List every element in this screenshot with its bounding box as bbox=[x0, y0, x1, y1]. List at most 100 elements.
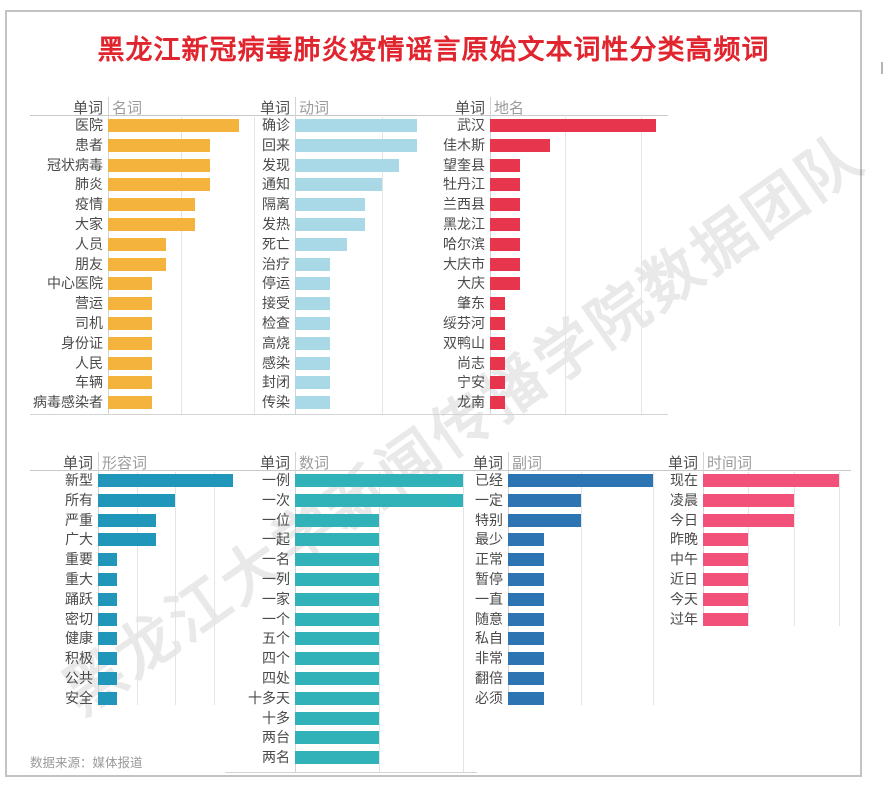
bar-verbs[interactable] bbox=[295, 297, 330, 311]
bar-numerals[interactable] bbox=[295, 493, 463, 507]
bar-nouns[interactable] bbox=[108, 257, 167, 271]
chart-row: 一定 bbox=[442, 492, 666, 507]
bar-adjectives[interactable] bbox=[98, 493, 176, 507]
bar-numerals[interactable] bbox=[295, 691, 379, 705]
bar-adjectives[interactable] bbox=[98, 691, 118, 705]
bar-numerals[interactable] bbox=[295, 553, 379, 567]
bar-time_words[interactable] bbox=[703, 493, 794, 507]
bar-verbs[interactable] bbox=[295, 356, 330, 370]
bar-numerals[interactable] bbox=[295, 711, 379, 725]
bar-places[interactable] bbox=[490, 158, 521, 172]
bar-numerals[interactable] bbox=[295, 632, 379, 646]
bar-numerals[interactable] bbox=[295, 652, 379, 666]
bar-adjectives[interactable] bbox=[98, 671, 118, 685]
bar-adverbs[interactable] bbox=[508, 553, 545, 567]
bar-places[interactable] bbox=[490, 178, 521, 192]
bar-places[interactable] bbox=[490, 198, 521, 212]
bar-numerals[interactable] bbox=[295, 474, 463, 487]
bar-places[interactable] bbox=[490, 396, 506, 410]
chart-row: 隔离 bbox=[229, 197, 437, 212]
bar-numerals[interactable] bbox=[295, 533, 379, 547]
bar-places[interactable] bbox=[490, 237, 521, 251]
bar-numerals[interactable] bbox=[295, 751, 379, 765]
bar-time_words[interactable] bbox=[703, 592, 749, 606]
bar-places[interactable] bbox=[490, 217, 521, 231]
bar-nouns[interactable] bbox=[108, 178, 210, 192]
bar-places[interactable] bbox=[490, 336, 506, 350]
bar-time_words[interactable] bbox=[703, 572, 749, 586]
bar-time_words[interactable] bbox=[703, 553, 749, 567]
chart-row: 五个 bbox=[225, 631, 477, 646]
bar-verbs[interactable] bbox=[295, 217, 365, 231]
bar-verbs[interactable] bbox=[295, 376, 330, 390]
bar-adjectives[interactable] bbox=[98, 652, 118, 666]
bar-adjectives[interactable] bbox=[98, 533, 157, 547]
bar-nouns[interactable] bbox=[108, 316, 152, 330]
bar-nouns[interactable] bbox=[108, 217, 196, 231]
bar-verbs[interactable] bbox=[295, 158, 400, 172]
bar-places[interactable] bbox=[490, 316, 506, 330]
bar-adverbs[interactable] bbox=[508, 691, 545, 705]
bar-places[interactable] bbox=[490, 277, 521, 291]
bar-time_words[interactable] bbox=[703, 513, 794, 527]
bar-adjectives[interactable] bbox=[98, 513, 157, 527]
bar-nouns[interactable] bbox=[108, 376, 152, 390]
bar-adverbs[interactable] bbox=[508, 513, 581, 527]
bar-nouns[interactable] bbox=[108, 237, 167, 251]
bar-adverbs[interactable] bbox=[508, 671, 545, 685]
bar-time_words[interactable] bbox=[703, 612, 749, 626]
bar-adjectives[interactable] bbox=[98, 474, 234, 487]
bar-verbs[interactable] bbox=[295, 396, 330, 410]
bar-adjectives[interactable] bbox=[98, 553, 118, 567]
bar-nouns[interactable] bbox=[108, 297, 152, 311]
bar-nouns[interactable] bbox=[108, 356, 152, 370]
bar-adverbs[interactable] bbox=[508, 592, 545, 606]
bar-adverbs[interactable] bbox=[508, 632, 545, 646]
bar-numerals[interactable] bbox=[295, 612, 379, 626]
bar-nouns[interactable] bbox=[108, 336, 152, 350]
bar-verbs[interactable] bbox=[295, 277, 330, 291]
bar-verbs[interactable] bbox=[295, 178, 382, 192]
bar-adverbs[interactable] bbox=[508, 474, 653, 487]
bar-places[interactable] bbox=[490, 138, 551, 152]
column-header-word: 单词 bbox=[72, 100, 103, 117]
bar-verbs[interactable] bbox=[295, 336, 330, 350]
chart-numerals: 单词 数词 一例 一次 一位 一起 一名 一列 一家 一个 五个 四个 四处 十多天 十多 两台 两名 bbox=[225, 452, 477, 776]
bar-verbs[interactable] bbox=[295, 138, 417, 152]
bar-adjectives[interactable] bbox=[98, 592, 118, 606]
bar-numerals[interactable] bbox=[295, 731, 379, 745]
bar-time_words[interactable] bbox=[703, 533, 749, 547]
bar-verbs[interactable] bbox=[295, 119, 417, 132]
bar-nouns[interactable] bbox=[108, 138, 210, 152]
bar-nouns[interactable] bbox=[108, 158, 210, 172]
bar-verbs[interactable] bbox=[295, 257, 330, 271]
bar-verbs[interactable] bbox=[295, 237, 348, 251]
chart-row: 绥芬河 bbox=[420, 315, 668, 330]
bar-numerals[interactable] bbox=[295, 572, 379, 586]
bar-nouns[interactable] bbox=[108, 277, 152, 291]
bar-places[interactable] bbox=[490, 119, 656, 132]
bar-verbs[interactable] bbox=[295, 316, 330, 330]
bar-places[interactable] bbox=[490, 297, 506, 311]
chart-row: 身份证 bbox=[30, 335, 260, 350]
bar-places[interactable] bbox=[490, 376, 506, 390]
bar-verbs[interactable] bbox=[295, 198, 365, 212]
bar-numerals[interactable] bbox=[295, 513, 379, 527]
bar-places[interactable] bbox=[490, 356, 506, 370]
bar-time_words[interactable] bbox=[703, 474, 839, 487]
bar-numerals[interactable] bbox=[295, 671, 379, 685]
bar-adverbs[interactable] bbox=[508, 493, 581, 507]
bar-nouns[interactable] bbox=[108, 119, 239, 132]
bar-adjectives[interactable] bbox=[98, 572, 118, 586]
bar-adjectives[interactable] bbox=[98, 612, 118, 626]
bar-adverbs[interactable] bbox=[508, 652, 545, 666]
bar-nouns[interactable] bbox=[108, 396, 152, 410]
bar-adverbs[interactable] bbox=[508, 612, 545, 626]
bar-numerals[interactable] bbox=[295, 592, 379, 606]
bar-places[interactable] bbox=[490, 257, 521, 271]
bar-nouns[interactable] bbox=[108, 198, 196, 212]
bar-label: 高烧 bbox=[262, 334, 290, 351]
bar-adverbs[interactable] bbox=[508, 533, 545, 547]
bar-adjectives[interactable] bbox=[98, 632, 118, 646]
bar-adverbs[interactable] bbox=[508, 572, 545, 586]
